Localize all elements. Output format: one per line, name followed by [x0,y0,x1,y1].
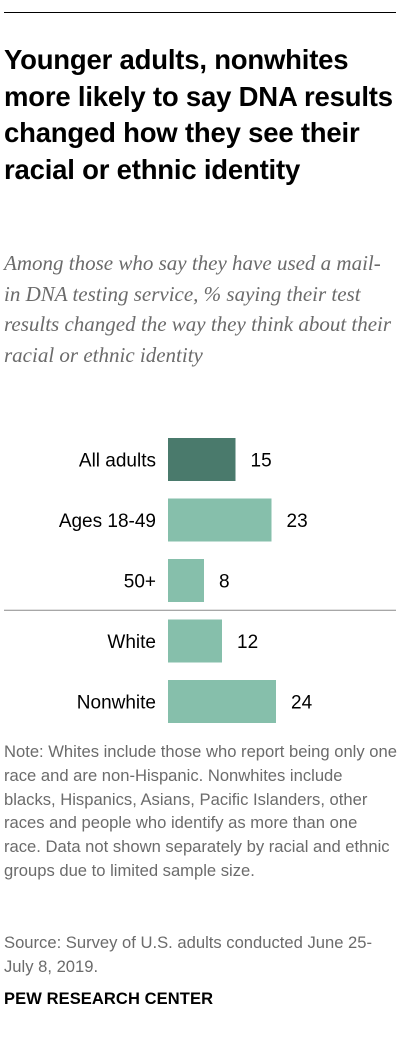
value-label-all-adults: 15 [251,451,272,472]
category-label-nonwhite: Nonwhite [77,693,156,714]
bar-all-adults [168,438,236,481]
category-label-50: 50+ [124,572,156,593]
bar-nonwhite [168,680,276,723]
value-label-white: 12 [237,632,258,653]
category-label-white: White [107,632,156,653]
top-rule [4,12,396,13]
bar-chart: All adults 15 Ages 18-49 23 50+ 8 White 12 Nonwh… [4,438,396,723]
chart-subtitle: Among those who say they have used a mai… [4,251,392,367]
value-label-50: 8 [219,572,230,593]
bar-ages-18-49 [168,498,272,542]
bar-white [168,619,222,663]
category-label-ages-18-49: Ages 18-49 [59,511,156,532]
bar-50 [168,559,204,602]
value-label-nonwhite: 24 [291,693,313,714]
category-label-all-adults: All adults [79,451,156,472]
chart-note: Note: Whites include those who report be… [4,742,397,880]
value-label-ages-18-49: 23 [287,511,308,532]
chart-title: Younger adults, nonwhites more likely to… [4,44,393,185]
chart-source: Source: Survey of U.S. adults conducted … [4,933,373,976]
pew-research-center-logo: PEW RESEARCH CENTER [4,990,214,1008]
